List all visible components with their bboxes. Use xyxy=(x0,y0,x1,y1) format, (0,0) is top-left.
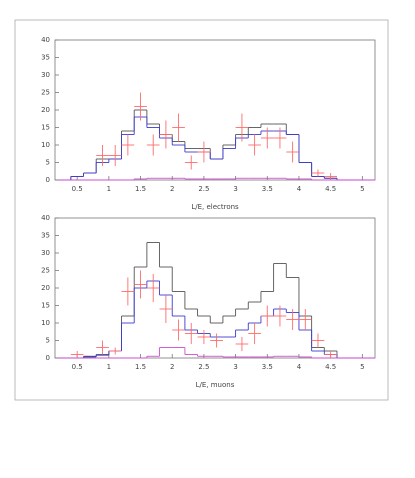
y-tick-label: 40 xyxy=(41,36,50,44)
y-tick-label: 25 xyxy=(41,267,50,275)
x-tick-label: 2.5 xyxy=(198,363,209,371)
y-tick-label: 35 xyxy=(41,54,50,62)
frame xyxy=(14,19,389,401)
y-tick-label: 0 xyxy=(46,354,50,362)
x-axis-label: L/E, electrons xyxy=(191,203,239,211)
y-tick-label: 5 xyxy=(46,159,50,167)
x-tick-label: 3 xyxy=(233,363,237,371)
x-tick-label: 1 xyxy=(107,363,111,371)
x-tick-label: 1.5 xyxy=(135,185,146,193)
y-tick-label: 30 xyxy=(41,71,50,79)
y-tick-label: 15 xyxy=(41,124,50,132)
y-tick-label: 35 xyxy=(41,232,50,240)
y-tick-label: 20 xyxy=(41,284,50,292)
x-tick-label: 3.5 xyxy=(262,185,273,193)
y-tick-label: 10 xyxy=(41,319,50,327)
x-tick-label: 2.5 xyxy=(198,185,209,193)
x-tick-label: 0.5 xyxy=(72,185,83,193)
y-tick-label: 15 xyxy=(41,302,50,310)
x-tick-label: 1 xyxy=(107,185,111,193)
x-tick-label: 3.5 xyxy=(262,363,273,371)
y-tick-label: 25 xyxy=(41,89,50,97)
x-tick-label: 4.5 xyxy=(325,185,336,193)
x-tick-label: 3 xyxy=(233,185,237,193)
x-tick-label: 1.5 xyxy=(135,363,146,371)
y-tick-label: 5 xyxy=(46,337,50,345)
x-tick-label: 5 xyxy=(360,185,364,193)
x-tick-label: 0.5 xyxy=(72,363,83,371)
y-tick-label: 30 xyxy=(41,249,50,257)
y-tick-label: 0 xyxy=(46,176,50,184)
x-tick-label: 5 xyxy=(360,363,364,371)
x-tick-label: 4 xyxy=(297,185,302,193)
x-tick-label: 2 xyxy=(170,185,174,193)
x-tick-label: 4 xyxy=(297,363,302,371)
y-tick-label: 40 xyxy=(41,214,50,222)
y-tick-label: 20 xyxy=(41,106,50,114)
x-tick-label: 2 xyxy=(170,363,174,371)
y-tick-label: 10 xyxy=(41,141,50,149)
x-tick-label: 4.5 xyxy=(325,363,336,371)
x-axis-label: L/E, muons xyxy=(196,381,235,389)
